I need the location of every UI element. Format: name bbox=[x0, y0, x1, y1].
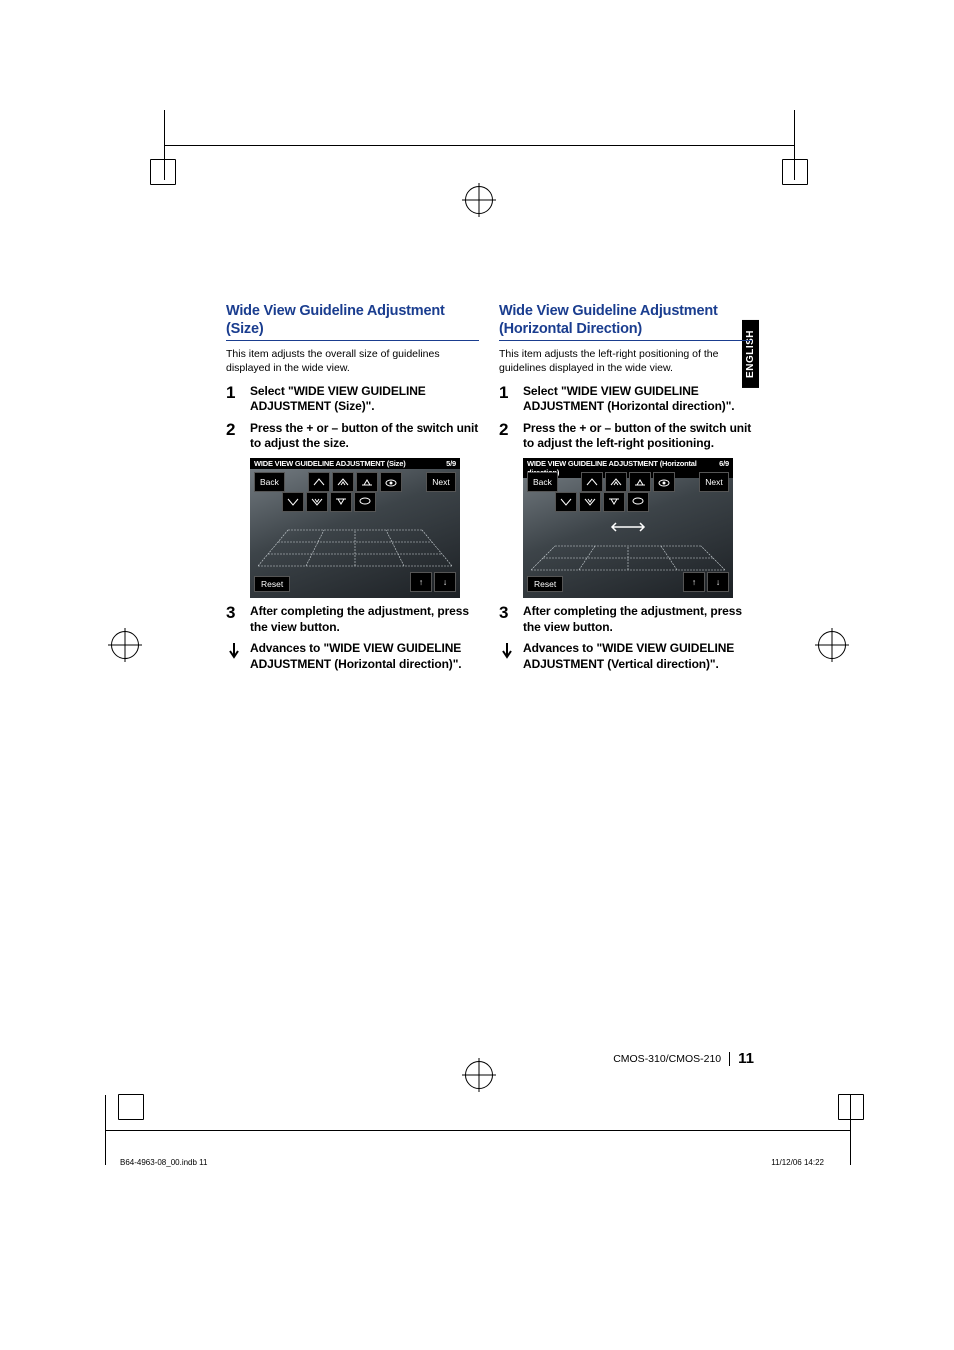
crop-mark bbox=[838, 1094, 864, 1120]
step-text: After completing the adjustment, press t… bbox=[250, 604, 479, 635]
step-text: Press the + or – button of the switch un… bbox=[523, 421, 752, 452]
step-1: 1 Select "WIDE VIEW GUIDELINE ADJUSTMENT… bbox=[499, 384, 752, 415]
adjust-minus-icon[interactable] bbox=[555, 492, 577, 512]
step-text: Select "WIDE VIEW GUIDELINE ADJUSTMENT (… bbox=[250, 384, 479, 415]
adjust-minus-icon[interactable] bbox=[354, 492, 376, 512]
step-number: 1 bbox=[226, 384, 242, 415]
down-icon[interactable]: ↓ bbox=[434, 572, 456, 592]
adjust-minus-icon[interactable] bbox=[579, 492, 601, 512]
ui-header: WIDE VIEW GUIDELINE ADJUSTMENT (Size) bbox=[254, 459, 406, 468]
step-text: Select "WIDE VIEW GUIDELINE ADJUSTMENT (… bbox=[523, 384, 752, 415]
step-1: 1 Select "WIDE VIEW GUIDELINE ADJUSTMENT… bbox=[226, 384, 479, 415]
advance-note: Advances to "WIDE VIEW GUIDELINE ADJUSTM… bbox=[499, 641, 752, 672]
crop-mark bbox=[150, 159, 176, 185]
next-button[interactable]: Next bbox=[426, 472, 456, 492]
page-footer: CMOS-310/CMOS-210 11 bbox=[613, 1050, 754, 1067]
advance-note: Advances to "WIDE VIEW GUIDELINE ADJUSTM… bbox=[226, 641, 479, 672]
adjust-icon[interactable] bbox=[605, 472, 627, 492]
up-icon[interactable]: ↑ bbox=[410, 572, 432, 592]
guideline-grid bbox=[258, 516, 452, 568]
ui-screenshot-horizontal: WIDE VIEW GUIDELINE ADJUSTMENT (Horizont… bbox=[523, 458, 733, 598]
adjust-minus-icon[interactable] bbox=[627, 492, 649, 512]
page-number: 11 bbox=[738, 1050, 754, 1067]
adjust-minus-icon[interactable] bbox=[306, 492, 328, 512]
back-button[interactable]: Back bbox=[527, 472, 558, 492]
crop-mark bbox=[105, 1130, 850, 1131]
registration-mark bbox=[462, 183, 496, 217]
up-icon[interactable]: ↑ bbox=[683, 572, 705, 592]
adjust-icon[interactable] bbox=[308, 472, 330, 492]
registration-mark bbox=[815, 628, 849, 662]
ui-screenshot-size: WIDE VIEW GUIDELINE ADJUSTMENT (Size) 5/… bbox=[250, 458, 460, 598]
step-2: 2 Press the + or – button of the switch … bbox=[226, 421, 479, 452]
imprint-filename: B64-4963-08_00.indb 11 bbox=[120, 1158, 207, 1167]
intro-text: This item adjusts the left-right positio… bbox=[499, 347, 752, 375]
adjust-icon[interactable] bbox=[332, 472, 354, 492]
left-column: Wide View Guideline Adjustment (Size) Th… bbox=[226, 302, 479, 672]
adjust-minus-icon[interactable] bbox=[603, 492, 625, 512]
crop-mark bbox=[105, 1095, 106, 1165]
down-icon[interactable]: ↓ bbox=[707, 572, 729, 592]
back-button[interactable]: Back bbox=[254, 472, 285, 492]
crop-mark bbox=[118, 1094, 144, 1120]
section-title-horizontal: Wide View Guideline Adjustment (Horizont… bbox=[499, 302, 752, 341]
footer-model: CMOS-310/CMOS-210 bbox=[613, 1053, 721, 1065]
ui-page-indicator: 5/9 bbox=[446, 459, 456, 468]
page-content: Wide View Guideline Adjustment (Size) Th… bbox=[226, 302, 752, 672]
step-number: 2 bbox=[499, 421, 515, 452]
adjust-icon[interactable] bbox=[380, 472, 402, 492]
step-3: 3 After completing the adjustment, press… bbox=[499, 604, 752, 635]
imprint-timestamp: 11/12/06 14:22 bbox=[771, 1158, 824, 1167]
right-column: Wide View Guideline Adjustment (Horizont… bbox=[499, 302, 752, 672]
step-2: 2 Press the + or – button of the switch … bbox=[499, 421, 752, 452]
registration-mark bbox=[108, 628, 142, 662]
step-text: Press the + or – button of the switch un… bbox=[250, 421, 479, 452]
advance-text: Advances to "WIDE VIEW GUIDELINE ADJUSTM… bbox=[523, 641, 752, 672]
registration-mark bbox=[462, 1058, 496, 1092]
intro-text: This item adjusts the overall size of gu… bbox=[226, 347, 479, 375]
adjust-icon[interactable] bbox=[581, 472, 603, 492]
step-text: After completing the adjustment, press t… bbox=[523, 604, 752, 635]
crop-mark bbox=[782, 159, 808, 185]
step-number: 1 bbox=[499, 384, 515, 415]
adjust-icon[interactable] bbox=[629, 472, 651, 492]
crop-mark bbox=[164, 145, 794, 146]
adjust-icon[interactable] bbox=[356, 472, 378, 492]
advance-text: Advances to "WIDE VIEW GUIDELINE ADJUSTM… bbox=[250, 641, 479, 672]
down-arrow-icon bbox=[226, 641, 242, 672]
step-number: 2 bbox=[226, 421, 242, 452]
step-3: 3 After completing the adjustment, press… bbox=[226, 604, 479, 635]
footer-divider bbox=[729, 1052, 730, 1066]
down-arrow-icon bbox=[499, 641, 515, 672]
step-number: 3 bbox=[499, 604, 515, 635]
step-number: 3 bbox=[226, 604, 242, 635]
reset-button[interactable]: Reset bbox=[527, 576, 563, 592]
section-title-size: Wide View Guideline Adjustment (Size) bbox=[226, 302, 479, 341]
adjust-icon[interactable] bbox=[653, 472, 675, 492]
reset-button[interactable]: Reset bbox=[254, 576, 290, 592]
adjust-minus-icon[interactable] bbox=[330, 492, 352, 512]
next-button[interactable]: Next bbox=[699, 472, 729, 492]
adjust-minus-icon[interactable] bbox=[282, 492, 304, 512]
